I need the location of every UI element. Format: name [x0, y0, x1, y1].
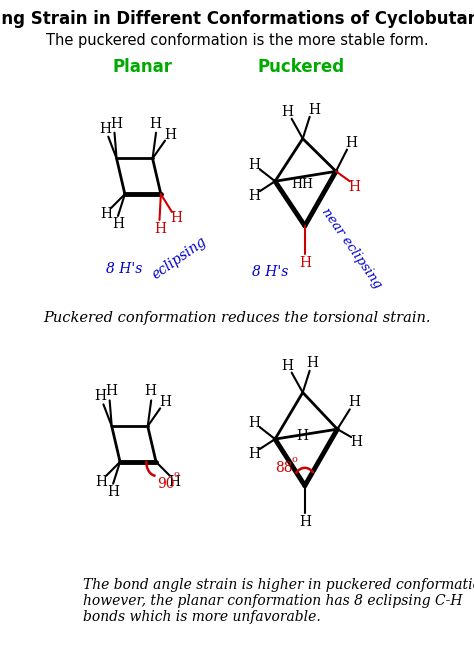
Text: The puckered conformation is the more stable form.: The puckered conformation is the more st… — [46, 33, 428, 48]
Text: H: H — [349, 180, 361, 194]
Text: H: H — [306, 356, 319, 370]
Text: Planar: Planar — [112, 58, 172, 76]
Text: near eclipsing: near eclipsing — [319, 206, 384, 292]
Text: 88: 88 — [275, 461, 293, 475]
Text: H: H — [112, 217, 124, 231]
Text: H: H — [297, 429, 309, 443]
Text: H: H — [248, 158, 260, 172]
Text: H: H — [164, 128, 176, 142]
Text: H: H — [248, 416, 260, 430]
Text: H: H — [170, 211, 182, 225]
Text: H: H — [159, 395, 171, 409]
Text: o: o — [292, 455, 297, 464]
Text: eclipsing: eclipsing — [149, 235, 209, 282]
Text: H: H — [100, 122, 111, 136]
Text: H: H — [110, 117, 122, 131]
Text: H: H — [169, 475, 181, 489]
Text: H: H — [308, 103, 320, 117]
Text: H: H — [348, 395, 360, 409]
Text: H: H — [299, 515, 311, 529]
Text: H: H — [105, 385, 117, 398]
Text: H: H — [299, 255, 311, 270]
Text: The bond angle strain is higher in puckered conformation,
however, the planar co: The bond angle strain is higher in pucke… — [83, 578, 474, 625]
Text: H: H — [145, 385, 156, 398]
Text: H: H — [345, 136, 357, 150]
Text: H: H — [100, 207, 112, 221]
Text: H: H — [282, 359, 293, 373]
Text: Puckered: Puckered — [258, 58, 345, 76]
Text: H: H — [154, 222, 166, 236]
Text: Puckered conformation reduces the torsional strain.: Puckered conformation reduces the torsio… — [43, 311, 431, 325]
Text: HH: HH — [292, 178, 314, 191]
Text: H: H — [149, 117, 161, 131]
Text: H: H — [107, 485, 119, 499]
Text: H: H — [350, 435, 362, 449]
Text: H: H — [95, 389, 107, 404]
Text: H: H — [95, 475, 107, 489]
Text: H: H — [248, 447, 260, 461]
Text: 90: 90 — [157, 477, 174, 491]
Text: H: H — [248, 189, 260, 203]
Text: H: H — [282, 105, 293, 119]
Text: 8 H's: 8 H's — [252, 265, 288, 280]
Text: o: o — [173, 470, 179, 479]
Text: Ring Strain in Different Conformations of Cyclobutane: Ring Strain in Different Conformations o… — [0, 10, 474, 28]
Text: 8 H's: 8 H's — [106, 261, 143, 276]
